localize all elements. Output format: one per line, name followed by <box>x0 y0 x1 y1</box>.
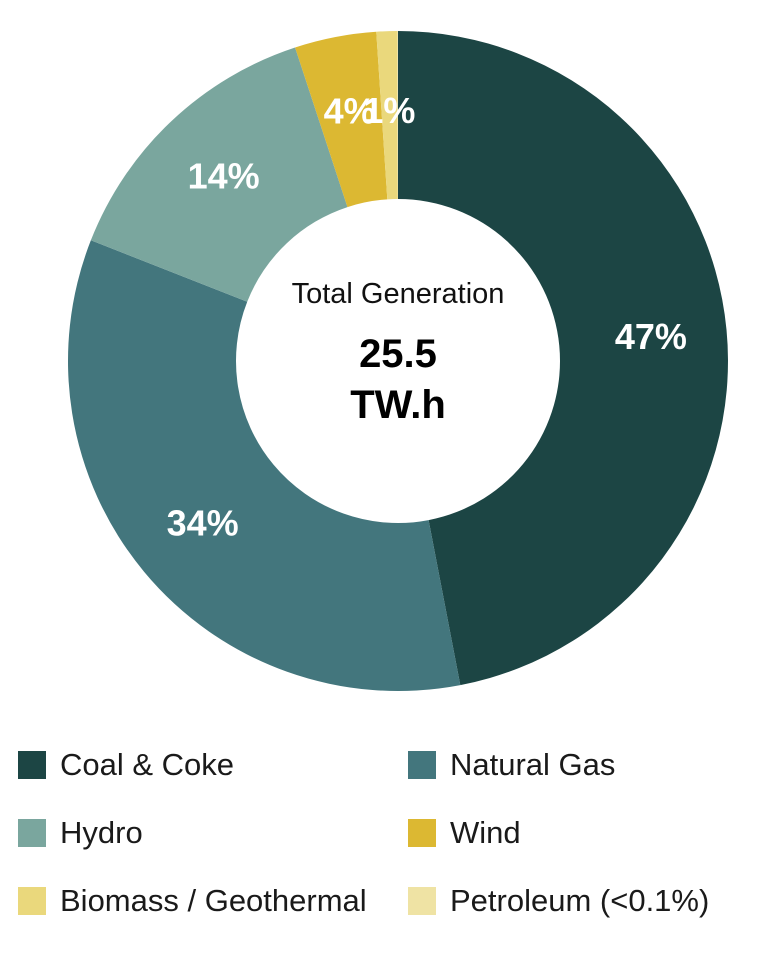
donut-chart: 47% 34% 14% 4%1% Total Generation 25.5 TW.h <box>67 31 728 691</box>
slice-label-3: 4% <box>324 91 376 132</box>
legend-label-coal: Coal & Coke <box>60 747 235 782</box>
legend-swatch-coal <box>18 751 46 779</box>
legend-item-hydro: Hydro <box>18 813 143 853</box>
slice-hydro <box>90 47 348 302</box>
legend-item-coal: Coal & Coke <box>18 745 234 785</box>
slice-label-2: 14% <box>188 155 260 196</box>
legend: Coal & Coke Natural Gas Hydro Wind Bioma… <box>0 735 780 945</box>
slice-natural-gas <box>67 240 461 691</box>
legend-item-wind: Wind <box>408 813 521 853</box>
slices-group <box>67 31 728 691</box>
slice-label-4: 1% <box>363 90 415 131</box>
legend-label-natural-gas: Natural Gas <box>450 747 616 782</box>
legend-label-wind: Wind <box>450 815 521 850</box>
legend-swatch-petroleum <box>408 887 436 915</box>
legend-item-petroleum: Petroleum (<0.1%) <box>408 881 709 921</box>
slice-wind <box>295 31 388 208</box>
center-value-number: 25.5 <box>359 332 437 376</box>
slice-label-1: 34% <box>167 502 239 543</box>
legend-swatch-natural-gas <box>408 751 436 779</box>
legend-swatch-hydro <box>18 819 46 847</box>
slice-biomass-geothermal <box>376 31 398 200</box>
legend-label-biomass: Biomass / Geothermal <box>60 883 367 918</box>
slice-label-0: 47% <box>615 316 687 357</box>
legend-item-natural-gas: Natural Gas <box>408 745 615 785</box>
legend-item-biomass: Biomass / Geothermal <box>18 881 367 921</box>
slice-coal-coke <box>398 31 728 686</box>
slice-labels-group: 47% 34% 14% 4%1% <box>167 90 687 543</box>
legend-label-hydro: Hydro <box>60 815 143 850</box>
slice-petroleum-0-1 <box>396 31 398 200</box>
center-value-unit: TW.h <box>350 383 446 427</box>
legend-swatch-biomass <box>18 887 46 915</box>
center-title: Total Generation <box>292 278 505 310</box>
legend-swatch-wind <box>408 819 436 847</box>
legend-label-petroleum: Petroleum (<0.1%) <box>450 883 710 918</box>
